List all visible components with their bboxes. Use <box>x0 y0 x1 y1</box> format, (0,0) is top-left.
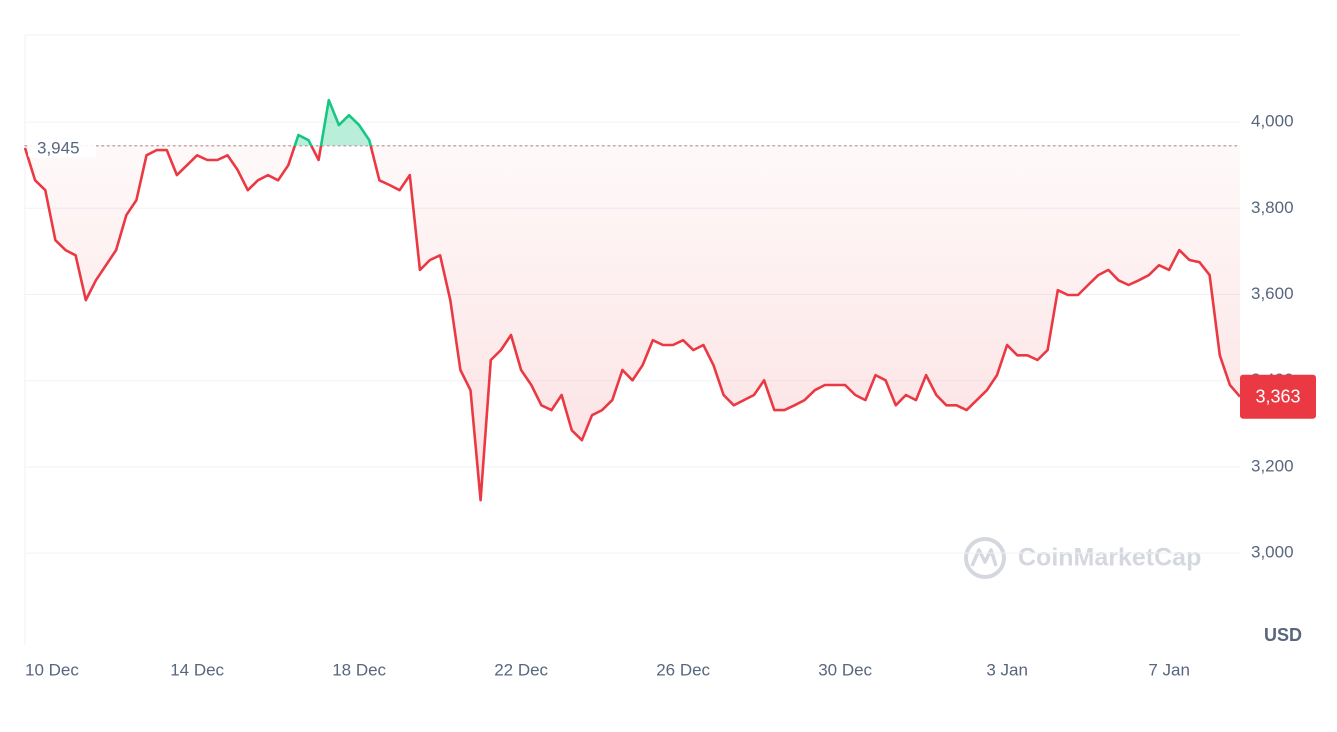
x-tick-label: 7 Jan <box>1148 660 1190 679</box>
x-tick-label: 18 Dec <box>332 660 386 679</box>
y-tick-label: 3,800 <box>1251 198 1294 217</box>
y-tick-label: 3,000 <box>1251 543 1294 562</box>
x-tick-label: 14 Dec <box>170 660 224 679</box>
watermark-logo <box>970 548 998 567</box>
value-label: 3,363 <box>1255 386 1300 406</box>
x-tick-label: 30 Dec <box>818 660 872 679</box>
price-area <box>25 100 1240 501</box>
watermark-logo <box>964 537 1006 579</box>
x-tick-label: 10 Dec <box>25 660 79 679</box>
y-tick-label: 4,000 <box>1251 112 1294 131</box>
value-label-bg <box>1240 374 1316 419</box>
reference-label: 3,945 <box>37 138 80 157</box>
x-tick-label: 22 Dec <box>494 660 548 679</box>
x-tick-label: 26 Dec <box>656 660 710 679</box>
reference-label-bg <box>28 131 96 158</box>
price-line <box>23 98 1241 502</box>
y-tick-label: 3,200 <box>1251 456 1294 475</box>
x-tick-label: 3 Jan <box>986 660 1028 679</box>
unit-label: USD <box>1264 625 1302 645</box>
y-tick-label: 3,600 <box>1251 284 1294 303</box>
watermark: CoinMarketCap <box>964 537 1201 579</box>
watermark-text: CoinMarketCap <box>1018 544 1201 572</box>
